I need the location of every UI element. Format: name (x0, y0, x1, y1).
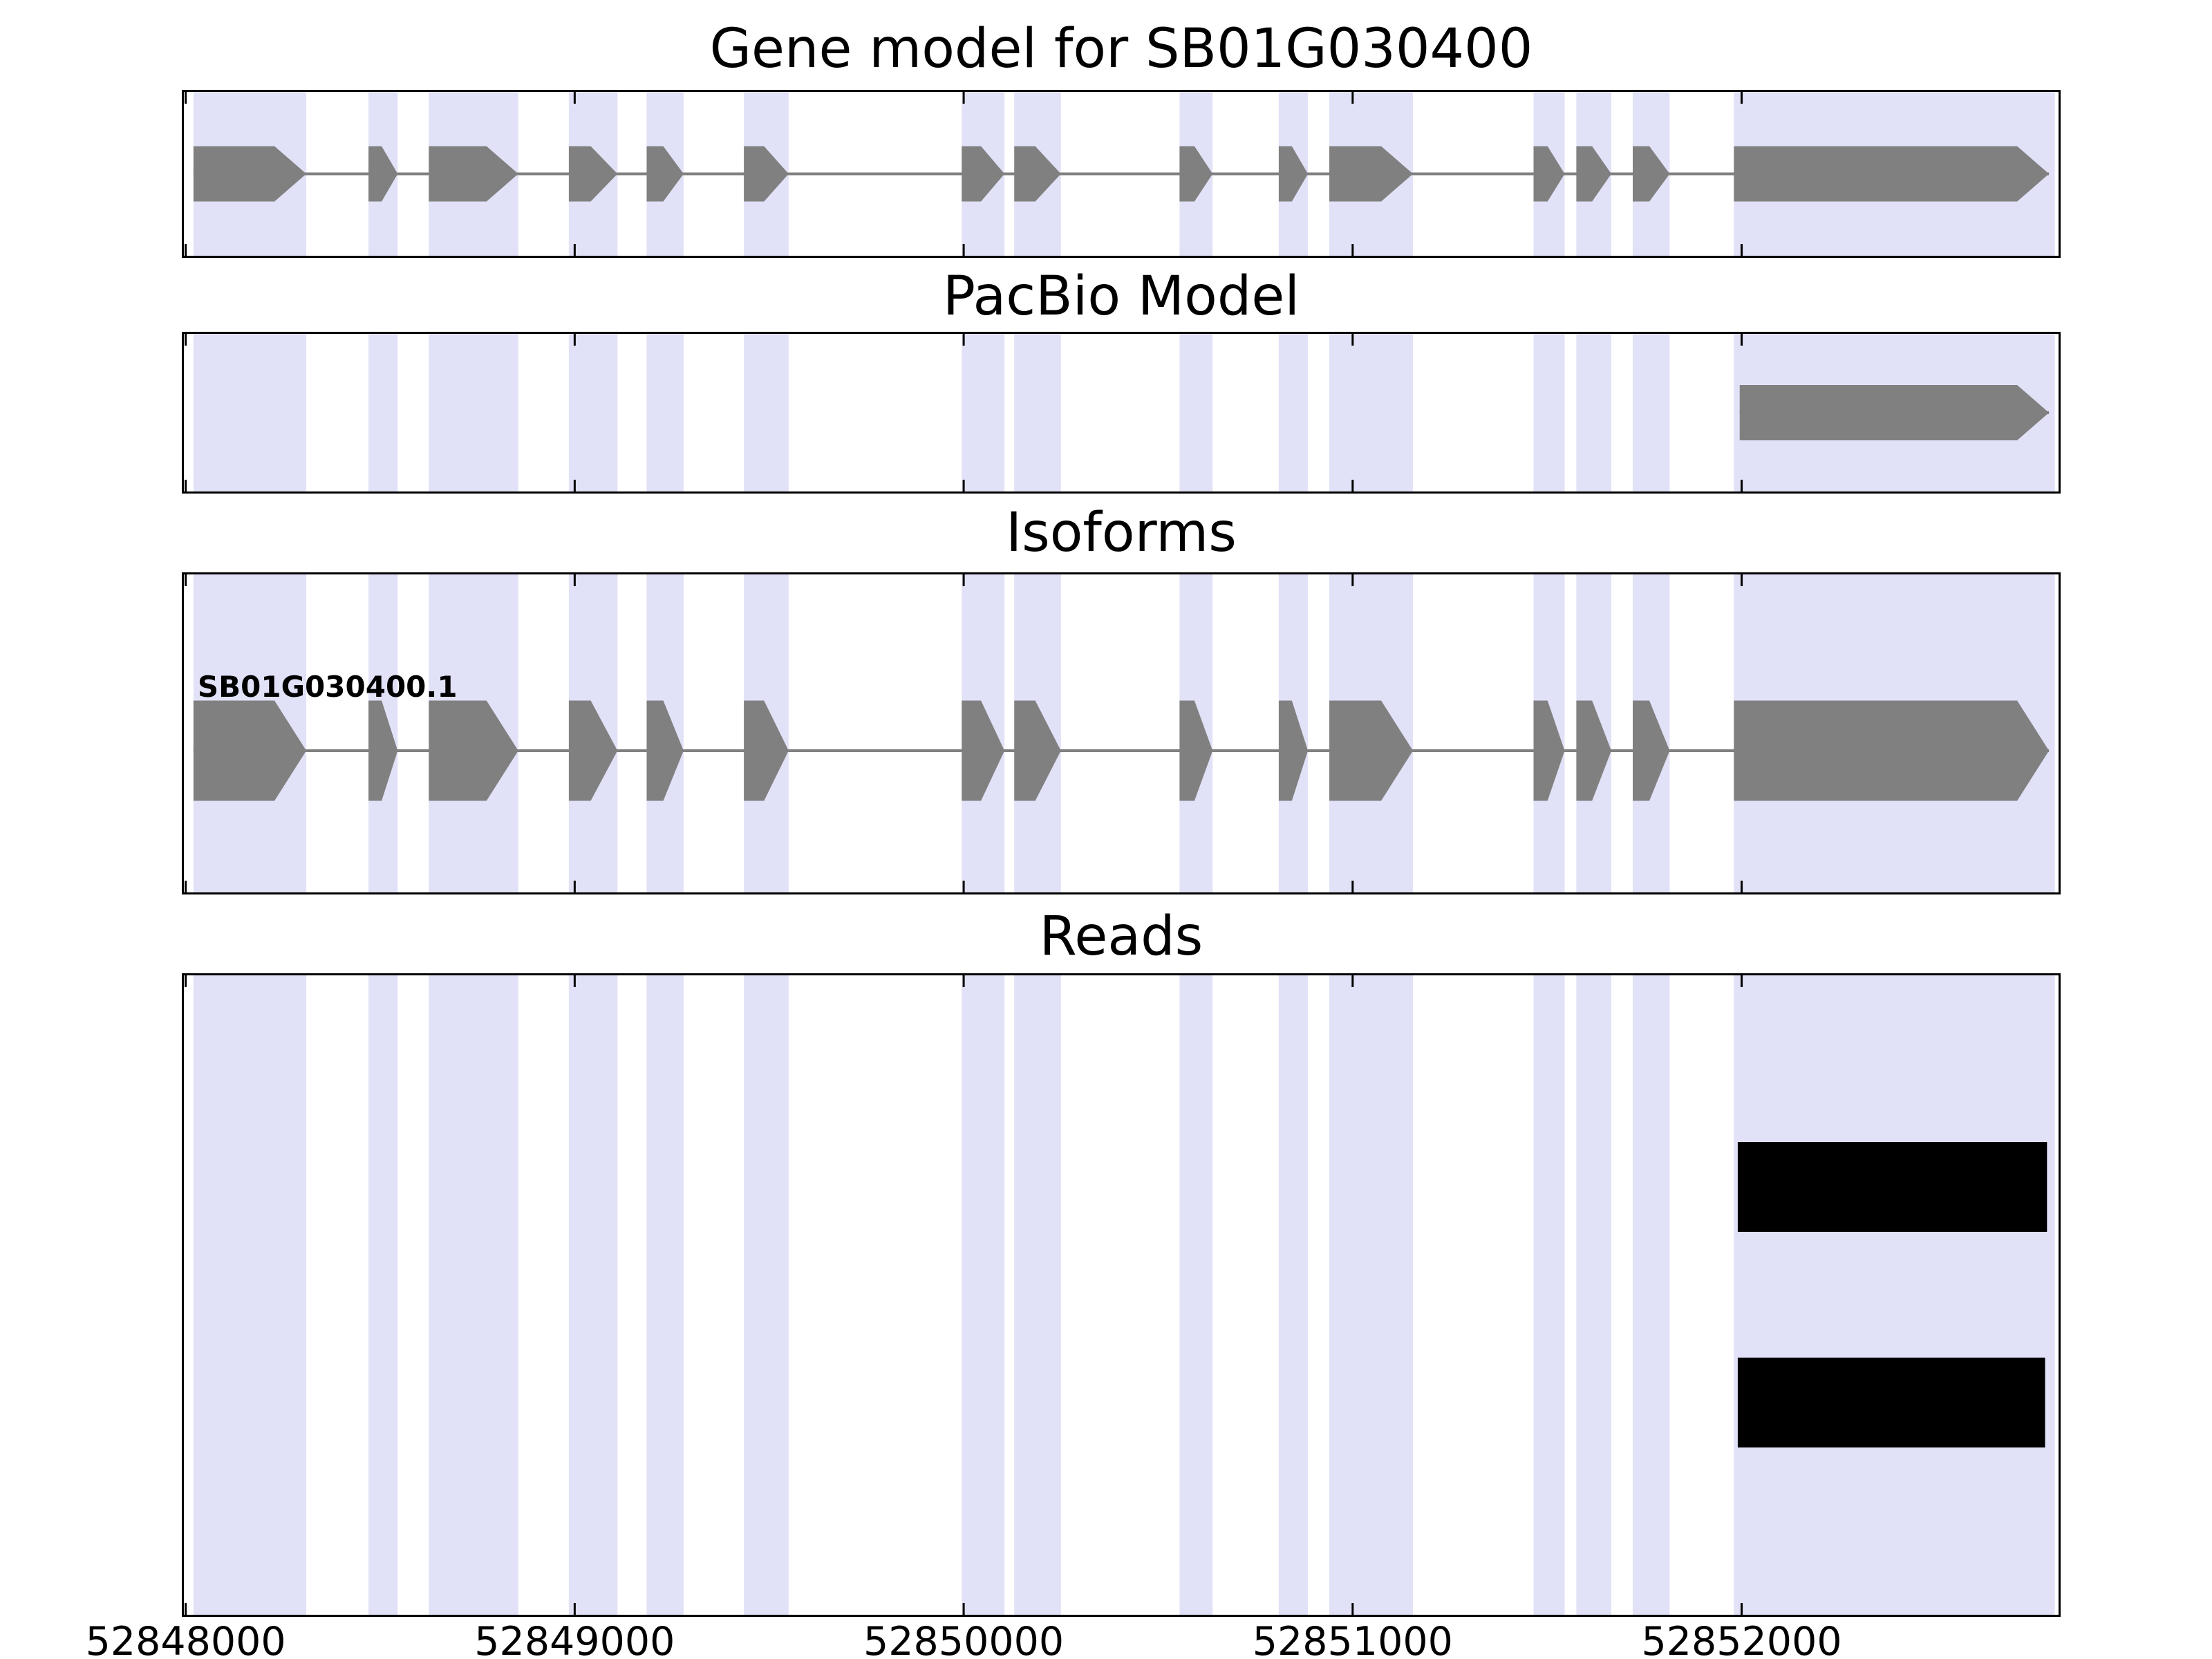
exon-highlight-band (429, 332, 518, 494)
exon-block (1329, 700, 1414, 801)
panel-title-isoforms: Isoforms (1006, 502, 1237, 564)
exon-highlight-band (568, 973, 618, 1617)
exon-block (193, 146, 307, 202)
exon-block (646, 700, 684, 801)
exon-highlight-band (1179, 332, 1213, 494)
exon-block (1576, 700, 1612, 801)
exon-highlight-band (962, 973, 1005, 1617)
exon-block (1278, 146, 1309, 202)
exon-block (1278, 700, 1309, 801)
exon-block (193, 700, 307, 801)
exon-block (1179, 700, 1213, 801)
exon-block (1632, 146, 1670, 202)
exon-highlight-band (1632, 973, 1670, 1617)
exon-block (1014, 146, 1061, 202)
exon-block (1533, 700, 1565, 801)
exon-block (1734, 700, 2050, 801)
exon-block (1632, 700, 1670, 801)
panel-title-pacbio-model: PacBio Model (942, 265, 1300, 328)
exon-block (1734, 146, 2050, 202)
panel-border (182, 572, 2061, 894)
exon-highlight-band (193, 332, 307, 494)
exon-highlight-band (568, 332, 618, 494)
exon-block (744, 700, 789, 801)
gene-model-track (182, 90, 2061, 258)
exon-highlight-band (1329, 332, 1414, 494)
exon-block (429, 146, 518, 202)
exon-highlight-band (1734, 973, 2055, 1617)
exon-block (1576, 146, 1612, 202)
pacbio-model-track (182, 332, 2061, 494)
exon-block (368, 146, 398, 202)
exon-highlight-band (1533, 332, 1565, 494)
exon-highlight-band (1576, 332, 1612, 494)
exon-highlight-band (962, 332, 1005, 494)
panel-border (182, 90, 2061, 258)
x-tick-label: 52851000 (1252, 1619, 1453, 1659)
exon-block (568, 146, 618, 202)
x-tick-label: 52852000 (1641, 1619, 1842, 1659)
exon-block (646, 146, 684, 202)
exon-highlight-band (1576, 973, 1612, 1617)
exon-block (744, 146, 789, 202)
exon-block (1179, 146, 1213, 202)
exon-highlight-band (1179, 973, 1213, 1617)
exon-highlight-band (1014, 332, 1061, 494)
read-block (1737, 1358, 2045, 1447)
exon-block (1329, 146, 1414, 202)
isoforms-track: SB01G030400.1 (182, 572, 2061, 894)
x-tick-label: 52850000 (863, 1619, 1065, 1659)
panel-title-gene-model: Gene model for SB01G030400 (709, 18, 1533, 80)
x-tick-label: 52848000 (85, 1619, 286, 1659)
exon-highlight-band (1329, 973, 1414, 1617)
exon-highlight-band (1278, 332, 1309, 494)
exon-block (1739, 385, 2050, 440)
exon-highlight-band (1014, 973, 1061, 1617)
panel-border (182, 973, 2061, 1617)
exon-highlight-band (429, 973, 518, 1617)
isoform-label: SB01G030400.1 (198, 670, 458, 704)
exon-highlight-band (193, 973, 307, 1617)
exon-block (1014, 700, 1061, 801)
exon-highlight-band (744, 332, 789, 494)
exon-highlight-band (1632, 332, 1670, 494)
exon-block (962, 700, 1005, 801)
exon-highlight-band (646, 332, 684, 494)
exon-highlight-band (368, 332, 398, 494)
exon-block (429, 700, 518, 801)
reads-track (182, 973, 2061, 1617)
panel-border (182, 332, 2061, 494)
exon-block (962, 146, 1005, 202)
exon-highlight-band (646, 973, 684, 1617)
panel-title-reads: Reads (1039, 906, 1203, 968)
x-tick-label: 52849000 (474, 1619, 675, 1659)
exon-block (568, 700, 618, 801)
exon-block (368, 700, 398, 801)
read-block (1737, 1142, 2047, 1232)
exon-highlight-band (1533, 973, 1565, 1617)
exon-highlight-band (368, 973, 398, 1617)
exon-block (1533, 146, 1565, 202)
exon-highlight-band (1278, 973, 1309, 1617)
exon-highlight-band (744, 973, 789, 1617)
